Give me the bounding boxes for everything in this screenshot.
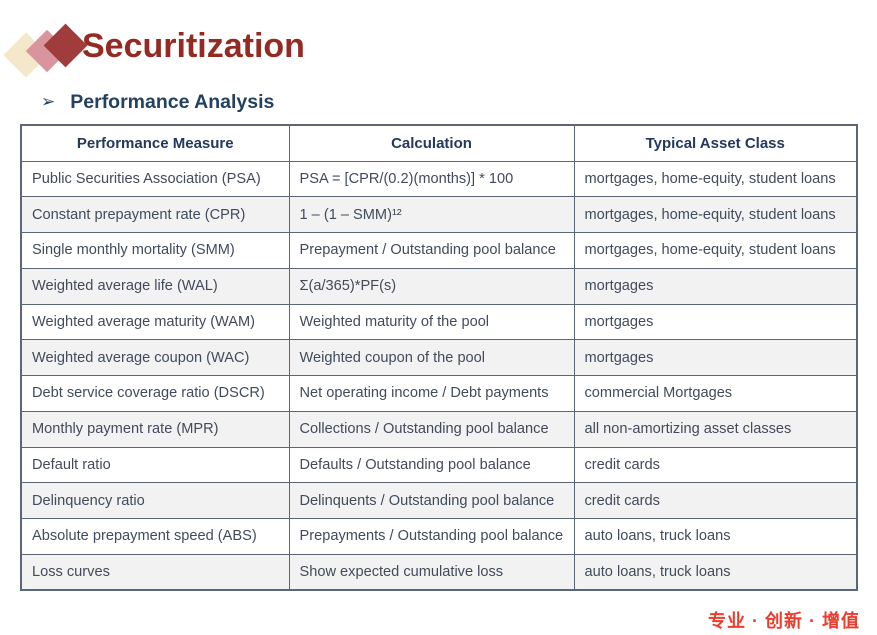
table-cell-calculation: Net operating income / Debt payments bbox=[288, 375, 575, 412]
table-cell-asset-class: credit cards bbox=[573, 446, 858, 484]
table-row: Debt service coverage ratio (DSCR) Net o… bbox=[20, 375, 858, 412]
table-cell-asset-class: mortgages bbox=[573, 303, 858, 341]
table-cell-asset-class: mortgages, home-equity, student loans bbox=[573, 160, 858, 198]
table-cell-measure: Weighted average life (WAL) bbox=[20, 267, 290, 305]
table-cell-asset-class: mortgages, home-equity, student loans bbox=[573, 232, 858, 269]
table-cell-measure: Public Securities Association (PSA) bbox=[20, 160, 290, 198]
table-row: Monthly payment rate (MPR) Collections /… bbox=[20, 410, 858, 448]
table-cell-asset-class: commercial Mortgages bbox=[573, 375, 858, 412]
table-cell-asset-class: mortgages, home-equity, student loans bbox=[573, 196, 858, 233]
table-cell-calculation: PSA = [CPR/(0.2)(months)] * 100 bbox=[288, 160, 575, 198]
table-cell-asset-class: auto loans, truck loans bbox=[573, 553, 858, 591]
arrow-bullet-icon: ➢ bbox=[41, 92, 56, 111]
column-header-typical-asset-class: Typical Asset Class bbox=[573, 124, 858, 162]
footer-slogan: 专业 · 创新 · 增值 bbox=[708, 611, 860, 631]
table-cell-measure: Weighted average coupon (WAC) bbox=[20, 339, 290, 376]
table-cell-calculation: Show expected cumulative loss bbox=[288, 553, 575, 591]
table-cell-calculation: Collections / Outstanding pool balance bbox=[288, 410, 575, 448]
table-row: Loss curves Show expected cumulative los… bbox=[20, 553, 858, 591]
column-header-calculation: Calculation bbox=[288, 124, 575, 162]
table-row: Weighted average coupon (WAC) Weighted c… bbox=[20, 339, 858, 376]
table-cell-measure: Monthly payment rate (MPR) bbox=[20, 410, 290, 448]
table-cell-measure: Weighted average maturity (WAM) bbox=[20, 303, 290, 341]
table-cell-asset-class: credit cards bbox=[573, 482, 858, 519]
page-title: Securitization bbox=[82, 27, 305, 65]
table-row: Weighted average maturity (WAM) Weighted… bbox=[20, 303, 858, 341]
table-row: Weighted average life (WAL) Σ(a/365)*PF(… bbox=[20, 267, 858, 305]
table-cell-calculation: Σ(a/365)*PF(s) bbox=[288, 267, 575, 305]
table-cell-calculation: Defaults / Outstanding pool balance bbox=[288, 446, 575, 484]
table-cell-asset-class: all non-amortizing asset classes bbox=[573, 410, 858, 448]
table-cell-calculation: Prepayment / Outstanding pool balance bbox=[288, 232, 575, 269]
table-cell-measure: Delinquency ratio bbox=[20, 482, 290, 519]
table-cell-measure: Absolute prepayment speed (ABS) bbox=[20, 518, 290, 555]
table-row: Public Securities Association (PSA) PSA … bbox=[20, 160, 858, 198]
table-row: Single monthly mortality (SMM) Prepaymen… bbox=[20, 232, 858, 269]
table-cell-asset-class: mortgages bbox=[573, 267, 858, 305]
table-cell-asset-class: auto loans, truck loans bbox=[573, 518, 858, 555]
table-cell-measure: Single monthly mortality (SMM) bbox=[20, 232, 290, 269]
table-cell-measure: Constant prepayment rate (CPR) bbox=[20, 196, 290, 233]
table-row: Delinquency ratio Delinquents / Outstand… bbox=[20, 482, 858, 519]
table-cell-calculation: Prepayments / Outstanding pool balance bbox=[288, 518, 575, 555]
table-cell-measure: Default ratio bbox=[20, 446, 290, 484]
table-row: Constant prepayment rate (CPR) 1 – (1 – … bbox=[20, 196, 858, 233]
section-heading-label: Performance Analysis bbox=[70, 91, 275, 113]
performance-analysis-table: Performance Measure Calculation Typical … bbox=[20, 124, 858, 591]
table-header-row: Performance Measure Calculation Typical … bbox=[20, 124, 858, 162]
table-cell-calculation: Weighted coupon of the pool bbox=[288, 339, 575, 376]
column-header-performance-measure: Performance Measure bbox=[20, 124, 290, 162]
table-cell-calculation: 1 – (1 – SMM)¹² bbox=[288, 196, 575, 233]
table-cell-calculation: Weighted maturity of the pool bbox=[288, 303, 575, 341]
table-row: Default ratio Defaults / Outstanding poo… bbox=[20, 446, 858, 484]
section-heading: ➢ Performance Analysis bbox=[41, 90, 274, 114]
table-row: Absolute prepayment speed (ABS) Prepayme… bbox=[20, 518, 858, 555]
table-cell-calculation: Delinquents / Outstanding pool balance bbox=[288, 482, 575, 519]
logo bbox=[0, 0, 95, 85]
table-cell-measure: Loss curves bbox=[20, 553, 290, 591]
table-cell-measure: Debt service coverage ratio (DSCR) bbox=[20, 375, 290, 412]
table-cell-asset-class: mortgages bbox=[573, 339, 858, 376]
